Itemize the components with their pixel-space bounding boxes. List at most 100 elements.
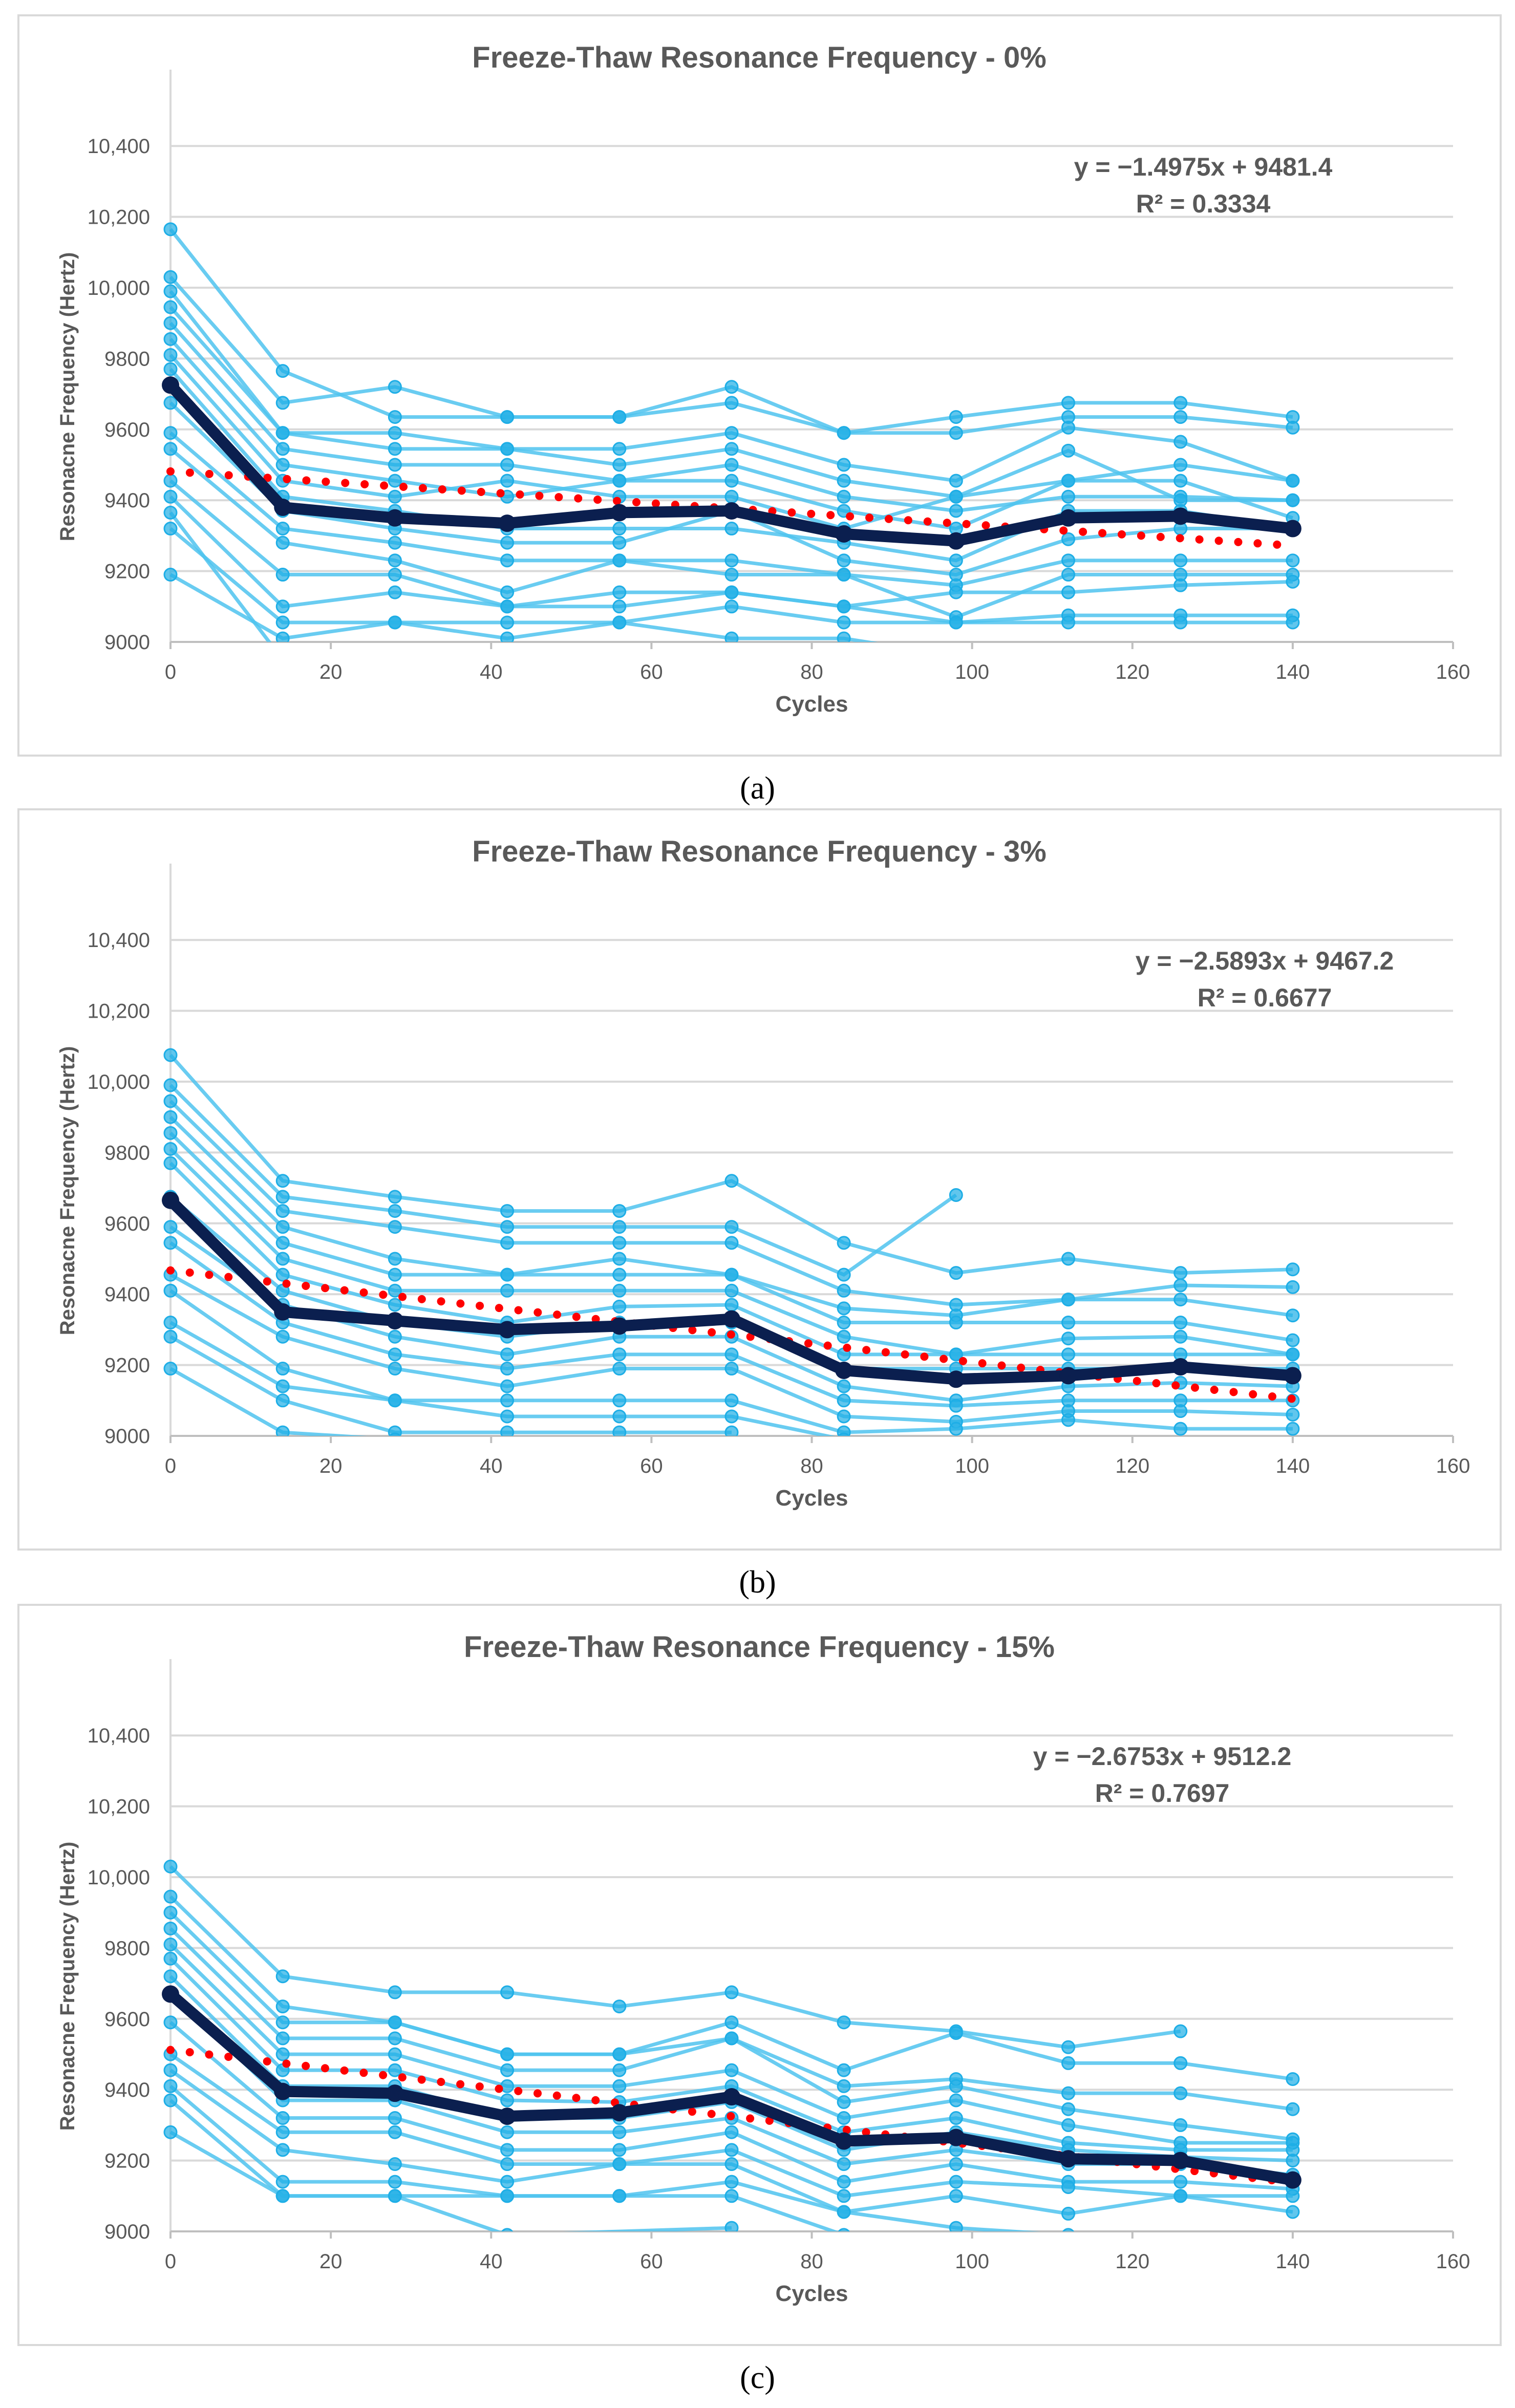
mean-data-point [722,502,740,520]
specimen-data-point [275,1393,290,1408]
specimen-data-point [1061,396,1075,410]
specimen-data-point [275,1252,290,1266]
specimen-data-point [1173,435,1188,449]
specimen-data-point [275,2047,290,2061]
specimen-data-point [612,553,627,568]
specimen-data-point [724,489,739,504]
specimen-data-point [612,2079,627,2093]
x-tick-label: 40 [480,2250,503,2273]
specimen-data-point [1061,443,1075,458]
specimen-data-point [1286,2189,1300,2203]
x-tick-label: 140 [1276,1455,1310,1477]
specimen-data-point [275,1329,290,1344]
y-tick-label: 10,400 [88,135,150,158]
specimen-data-point [1061,1413,1075,1427]
specimen-data-point [724,585,739,599]
specimen-data-point [163,1156,178,1170]
specimen-data-point [837,2063,851,2077]
specimen-data-point [500,474,515,488]
specimen-data-point [612,1220,627,1234]
specimen-data-point [837,2175,851,2189]
specimen-data-point [1173,1316,1188,1330]
specimen-data-point [388,1190,402,1204]
y-tick-label: 10,400 [88,929,150,952]
specimen-data-point [163,300,178,314]
x-tick-label: 80 [800,661,823,683]
specimen-data-point [500,2047,515,2061]
specimen-data-point [500,458,515,472]
chart-title: Freeze-Thaw Resonance Frequency - 15% [464,1630,1055,1664]
specimen-data-point [1286,574,1300,589]
chart-panel-c: Freeze-Thaw Resonance Frequency - 15% 900… [0,1589,1515,2395]
specimen-data-point [724,522,739,536]
specimen-data-point [949,489,963,504]
specimen-data-point [500,1379,515,1393]
specimen-data-point [949,410,963,424]
specimen-series-line [169,573,878,642]
specimen-data-point [500,1220,515,1234]
specimen-data-point [724,599,739,614]
chart-a: Freeze-Thaw Resonance Frequency - 0% 9000… [17,14,1502,757]
specimen-data-point [388,380,402,394]
mean-data-point [835,2132,853,2150]
specimen-data-point [949,2157,963,2172]
chart-panel-b: Freeze-Thaw Resonance Frequency - 3% 9000… [0,794,1515,1600]
specimen-data-point [388,1362,402,1376]
caption-a: (a) [740,771,775,806]
specimen-data-point [949,553,963,568]
specimen-data-point [163,316,178,330]
specimen-data-point [724,1347,739,1362]
specimen-data-point [388,474,402,488]
mean-data-point [610,504,628,522]
specimen-data-point [1173,2056,1188,2070]
specimen-data-point [163,348,178,362]
specimen-data-point [612,2189,627,2203]
y-tick-label: 10,000 [88,1866,150,1889]
specimen-data-point [724,631,739,642]
specimen-data-point [163,1094,178,1108]
specimen-data-point [612,522,627,536]
specimen-data-point [500,553,515,568]
specimen-data-point [275,535,290,550]
specimen-data-point [275,396,290,410]
specimen-data-point [163,1969,178,1984]
chart-frame [17,808,1502,1551]
x-tick-label: 0 [165,1455,176,1477]
y-tick-label: 10,400 [88,1725,150,1747]
specimen-data-point [1173,578,1188,592]
specimen-data-point [724,1283,739,1298]
specimen-data-point [837,1316,851,1330]
specimen-data-point [724,1362,739,1376]
x-tick-label: 0 [165,661,176,683]
specimen-data-point [275,522,290,536]
mean-data-point [1284,1367,1301,1385]
x-tick-label: 40 [480,661,503,683]
x-tick-label: 160 [1436,2250,1470,2273]
specimen-data-point [163,1859,178,1874]
specimen-data-point [163,2125,178,2139]
specimen-data-point [500,1204,515,1218]
specimen-data-point [275,1425,290,1436]
specimen-data-point [949,1422,963,1436]
specimen-data-point [612,615,627,630]
specimen-data-point [837,553,851,568]
x-axis-title: Cycles [776,1486,848,1511]
y-axis-title: Resonacne Frequency (Hertz) [56,252,79,542]
specimen-data-point [724,2189,739,2203]
mean-data-point [274,499,292,517]
trendline-r-squared: R² = 0.6677 [1198,983,1332,1012]
specimen-data-point [1061,532,1075,546]
specimen-data-point [1061,489,1075,504]
x-tick-label: 20 [319,2250,343,2273]
specimen-data-point [388,2175,402,2189]
mean-data-point [498,2108,516,2125]
specimen-data-point [1286,553,1300,568]
specimen-data-point [275,458,290,472]
specimen-data-point [1061,615,1075,630]
specimen-data-point [949,1399,963,1413]
specimen-data-point [1173,2086,1188,2100]
specimen-data-point [612,1204,627,1218]
chart-c: Freeze-Thaw Resonance Frequency - 15% 900… [17,1604,1502,2346]
trendline-r-squared: R² = 0.7697 [1095,1779,1230,1808]
specimen-data-point [838,2228,850,2231]
